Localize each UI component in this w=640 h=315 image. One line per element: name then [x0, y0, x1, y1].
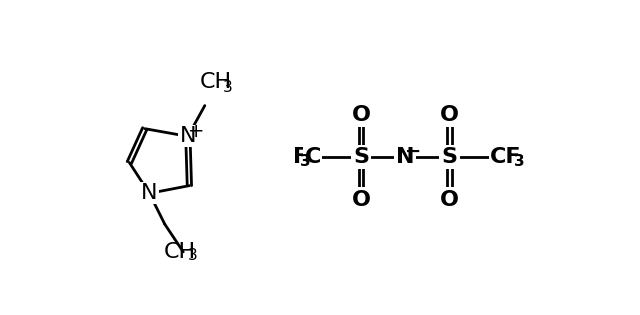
Text: CH: CH: [200, 72, 232, 93]
Text: S: S: [442, 147, 458, 167]
Text: O: O: [440, 190, 459, 209]
Text: −: −: [405, 142, 422, 161]
Text: C: C: [305, 147, 321, 167]
Text: O: O: [440, 105, 459, 125]
Text: CF: CF: [490, 147, 522, 167]
Text: 3: 3: [188, 248, 197, 263]
Text: N: N: [180, 126, 196, 146]
Text: F: F: [292, 147, 308, 167]
Text: S: S: [353, 147, 369, 167]
Text: 3: 3: [514, 154, 524, 169]
Text: 3: 3: [223, 80, 233, 94]
Text: N: N: [141, 183, 157, 203]
Text: O: O: [351, 105, 371, 125]
Text: +: +: [188, 122, 205, 141]
Text: CH: CH: [164, 242, 196, 262]
Text: O: O: [351, 190, 371, 209]
Text: 3: 3: [300, 154, 310, 169]
Text: N: N: [396, 147, 414, 167]
